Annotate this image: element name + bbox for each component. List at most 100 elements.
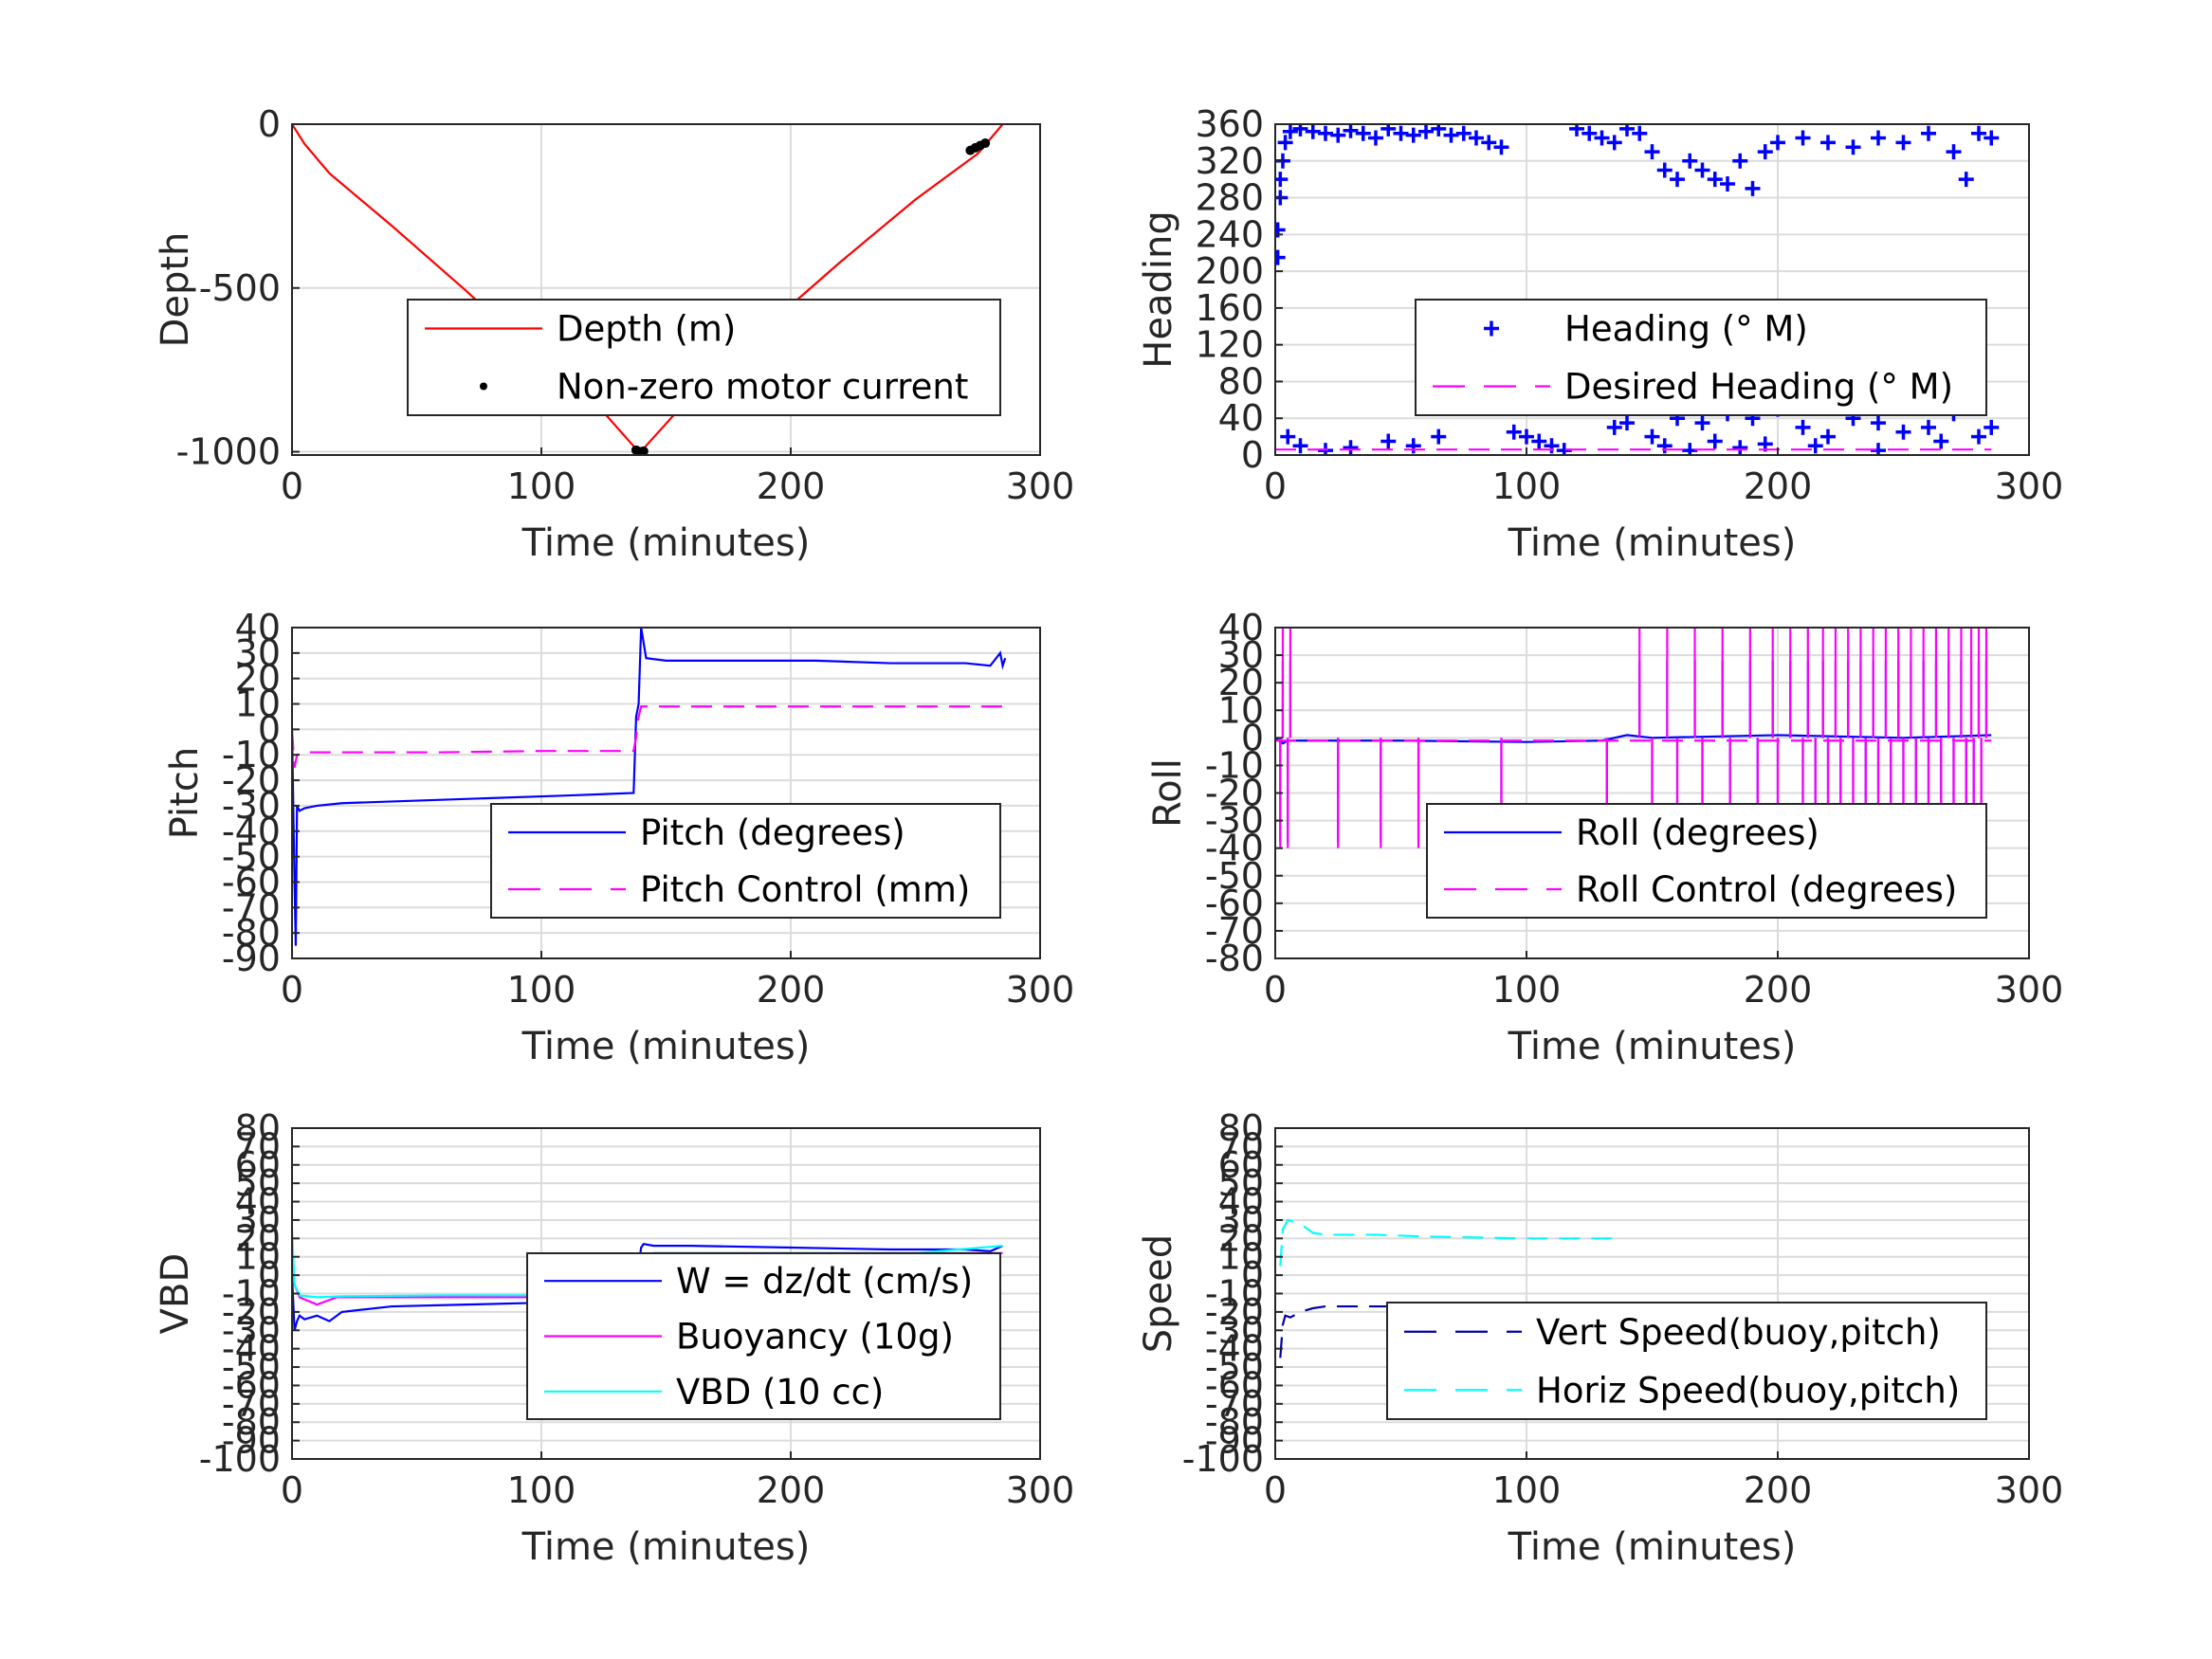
series-heading-0-point-37 <box>1732 153 1748 169</box>
y-tick-label-4: -60 <box>222 1364 281 1406</box>
y-tick-label-6: 240 <box>1195 213 1264 255</box>
y-tick-label-0: 0 <box>1241 434 1264 476</box>
y-tick-label-11: 10 <box>235 1236 281 1278</box>
y-tick-label-6: -30 <box>222 785 281 827</box>
legend-label-1: Non-zero motor current <box>557 367 968 408</box>
x-axis-label: Time (minutes) <box>521 1525 811 1569</box>
y-tick-label-10: 20 <box>1218 662 1264 703</box>
legend-vbd: W = dz/dt (cm/s) Buoyancy (10g) VBD (10 cc… <box>526 1252 1001 1420</box>
x-tick-label-1: 100 <box>1492 1469 1562 1511</box>
x-tick-label-0: 0 <box>1264 969 1287 1011</box>
chart-roll: 0 100 200 300-80-70-60-50-40-30-20-10010203… <box>1146 607 2063 1068</box>
y-tick-label-12: 20 <box>235 1217 281 1259</box>
y-tick-label-2: 80 <box>1218 360 1264 402</box>
axes-box-pitch <box>291 627 1041 959</box>
x-tick-label-3: 300 <box>1006 969 1075 1011</box>
series-heading-0-point-41 <box>1795 130 1811 146</box>
series-heading-0-point-3 <box>1275 172 1289 188</box>
legend-label-1: Pitch Control (mm) <box>640 869 970 910</box>
series-pitch-1 <box>292 705 1003 768</box>
y-tick-label-6: -20 <box>1205 773 1264 814</box>
series-heading-0-point-42 <box>1820 135 1836 151</box>
y-tick-label-13: 30 <box>235 1199 281 1241</box>
x-axis-label: Time (minutes) <box>521 1025 811 1068</box>
y-tick-label-14: 40 <box>235 1181 281 1223</box>
y-tick-label-4: -40 <box>1205 828 1264 869</box>
series-speed-1 <box>1279 1218 1622 1267</box>
y-tick-label-7: 280 <box>1195 177 1264 219</box>
series-heading-0-point-78 <box>1971 428 1986 445</box>
axes-box-depth <box>291 123 1041 456</box>
series-heading-0-point-60 <box>1531 433 1547 449</box>
series-heading-0-point-10 <box>1330 127 1346 143</box>
x-tick-label-3: 300 <box>1995 969 2064 1011</box>
y-tick-label-1: -90 <box>222 1420 281 1462</box>
y-tick-label-1: 40 <box>1218 397 1264 439</box>
series-heading-0-point-44 <box>1871 130 1886 146</box>
y-tick-label-17: 70 <box>235 1125 281 1167</box>
x-axis-label: Time (minutes) <box>1508 1025 1797 1068</box>
x-axis-label: Time (minutes) <box>1508 1525 1797 1569</box>
legend-swatch-1 <box>480 382 487 391</box>
y-tick-label-4: -50 <box>222 836 281 878</box>
series-heading-0-point-49 <box>1971 125 1986 141</box>
series-heading-0-point-64 <box>1619 415 1635 431</box>
y-tick-label-8: -10 <box>222 734 281 775</box>
x-tick-label-0: 0 <box>1264 465 1287 507</box>
series-heading-0-point-71 <box>1795 419 1811 435</box>
y-tick-label-3: -50 <box>1205 855 1264 897</box>
series-heading-0-point-30 <box>1644 144 1660 160</box>
y-tick-label-9: 360 <box>1195 103 1264 145</box>
series-heading-0-point-54 <box>1343 440 1359 455</box>
x-tick-label-0: 0 <box>281 1469 303 1511</box>
y-tick-label-0: -90 <box>222 938 281 979</box>
series-heading-0-point-7 <box>1292 124 1308 137</box>
x-tick-label-3: 300 <box>1995 1469 2064 1511</box>
y-tick-label-13: 40 <box>235 607 281 648</box>
y-tick-label-3: -70 <box>222 1383 281 1425</box>
x-tick-label-1: 100 <box>507 969 576 1011</box>
plot-area-pitch <box>292 628 1007 946</box>
y-axis-label: Pitch <box>163 747 207 839</box>
y-tick-label-12: 40 <box>1218 607 1264 648</box>
y-tick-label-7: -10 <box>1205 744 1264 786</box>
y-tick-label-1: -90 <box>1205 1420 1264 1462</box>
series-heading-0-point-57 <box>1431 428 1447 445</box>
y-tick-label-15: 50 <box>235 1162 281 1204</box>
series-heading-0-point-48 <box>1958 172 1974 188</box>
y-tick-label-18: 80 <box>1218 1107 1264 1149</box>
series-heading-0-point-20 <box>1455 125 1472 141</box>
y-tick-label-18: 80 <box>235 1107 281 1149</box>
y-tick-label-6: -40 <box>222 1328 281 1370</box>
plot-area-depth <box>292 124 1004 455</box>
series-heading-0-point-61 <box>1544 438 1560 454</box>
legend-label-1: Roll Control (degrees) <box>1576 869 1957 910</box>
series-heading-0-point-9 <box>1318 125 1333 141</box>
y-tick-label-3: -60 <box>222 861 281 902</box>
series-heading-0-point-29 <box>1632 125 1648 141</box>
y-axis-label: Heading <box>1137 210 1180 368</box>
series-heading-0-point-33 <box>1682 153 1698 169</box>
y-tick-label-15: 50 <box>1218 1162 1264 1204</box>
legend-box <box>1386 1302 1987 1420</box>
y-tick-label-11: 10 <box>1218 1236 1264 1278</box>
y-tick-label-5: -50 <box>1205 1346 1264 1388</box>
series-heading-0-point-65 <box>1644 428 1660 445</box>
series-heading-0-point-83 <box>1732 440 1748 455</box>
x-tick-label-0: 0 <box>281 465 303 507</box>
legend-box <box>1426 803 1987 919</box>
y-tick-label-4: -60 <box>1205 1364 1264 1406</box>
series-heading-0-point-58 <box>1506 424 1522 440</box>
series-heading-0-point-59 <box>1519 428 1534 445</box>
y-tick-label-10: 0 <box>258 1254 281 1296</box>
series-heading-0-point-52 <box>1292 438 1308 454</box>
x-axis-label: Time (minutes) <box>1508 521 1797 565</box>
series-heading-0-point-32 <box>1670 172 1685 188</box>
legend-label-2: VBD (10 cc) <box>676 1372 884 1413</box>
series-heading-0-point-16 <box>1405 127 1421 143</box>
y-tick-label-9: 10 <box>1218 689 1264 731</box>
y-tick-label-7: -20 <box>222 759 281 801</box>
series-heading-0-point-87 <box>1933 433 1949 449</box>
series-heading-0-point-80 <box>1656 438 1673 454</box>
y-tick-label-1: -500 <box>199 267 281 309</box>
